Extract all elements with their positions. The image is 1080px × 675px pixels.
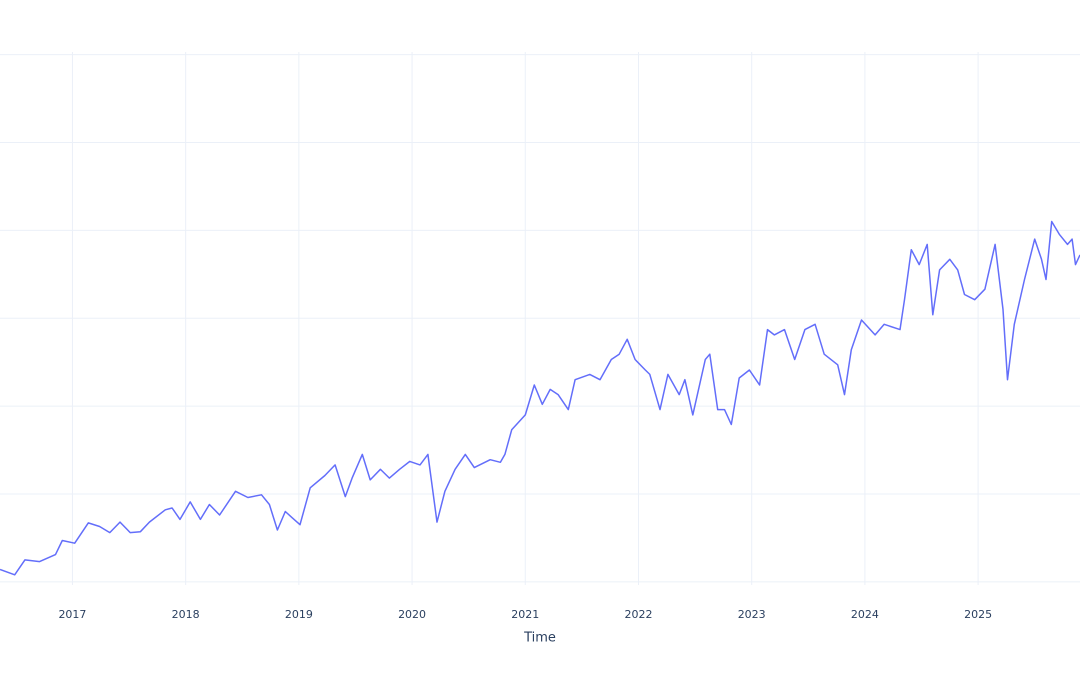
x-tick-label: 2020 bbox=[398, 608, 426, 621]
x-tick-label: 2019 bbox=[285, 608, 313, 621]
x-tick-label: 2017 bbox=[58, 608, 86, 621]
x-tick-label: 2023 bbox=[738, 608, 766, 621]
x-tick-label: 2021 bbox=[511, 608, 539, 621]
x-tick-label: 2022 bbox=[624, 608, 652, 621]
x-tick-label: 2025 bbox=[964, 608, 992, 621]
x-tick-label: 2018 bbox=[172, 608, 200, 621]
x-axis-title: Time bbox=[523, 631, 556, 646]
line-series bbox=[0, 220, 1080, 576]
x-tick-label: 2024 bbox=[851, 608, 879, 621]
